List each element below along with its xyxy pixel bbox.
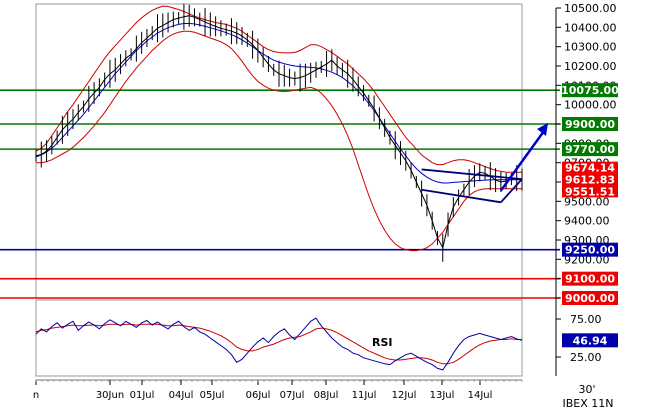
channel-lower-line: [421, 188, 502, 204]
x-tick-label: 07Jul: [280, 390, 305, 401]
rsi-annotation: RSI: [372, 336, 393, 349]
price-label: 9551.51: [565, 185, 615, 198]
x-tick-label: 05Jul: [200, 390, 225, 401]
y-tick-label: 10500.00: [564, 2, 617, 15]
x-tick-label: 08Jul: [314, 390, 339, 401]
level-label-box: [562, 242, 618, 257]
channel-upper-line: [421, 168, 523, 180]
x-tick-label: 06Jul: [246, 390, 271, 401]
x-tick-label: 13Jul: [430, 390, 455, 401]
forecast-arrow-head: [537, 123, 548, 137]
price-label: 9674.14: [565, 162, 615, 175]
level-label: 9100.00: [565, 273, 615, 286]
level-label: 10075.00: [561, 84, 619, 97]
x-tick-label: 04Jul: [169, 390, 194, 401]
rsi-tick-label: 25.00: [570, 351, 602, 364]
x-tick-label: 11Jul: [352, 390, 377, 401]
channel-edge-line: [500, 178, 523, 203]
lower-band-line: [36, 30, 522, 252]
x-tick-label: 01Jul: [130, 390, 155, 401]
level-label-box: [562, 142, 618, 157]
y-tick-label: 10300.00: [564, 41, 617, 54]
moving-average-line: [35, 23, 522, 184]
instrument-caption: IBEX 11N: [563, 397, 614, 410]
x-tick-label: 12Jul: [392, 390, 417, 401]
rsi-current-label: 46.94: [573, 334, 608, 347]
y-tick-label: 10400.00: [564, 21, 617, 34]
rsi-tick-label: 75.00: [570, 313, 602, 326]
level-label: 9000.00: [565, 292, 615, 305]
rsi-line: [35, 317, 523, 371]
rsi-signal-line: [35, 323, 522, 365]
y-tick-label: 9500.00: [564, 195, 610, 208]
y-tick-label: 10000.00: [564, 99, 617, 112]
level-label-box: [562, 117, 618, 131]
level-label: 9250.00: [565, 244, 615, 257]
price-label-box: [562, 185, 618, 198]
level-label: 9900.00: [565, 118, 615, 131]
level-label: 9770.00: [565, 143, 615, 156]
timeframe-caption: 30': [578, 383, 595, 396]
level-label-box: [562, 291, 618, 305]
price-label-box: [562, 173, 618, 186]
y-tick-label: 9400.00: [564, 215, 610, 228]
upper-band-line: [35, 5, 522, 173]
x-tick-label: n: [33, 390, 39, 401]
price-label-box: [562, 161, 618, 174]
y-tick-label: 10200.00: [564, 60, 617, 73]
level-label-box: [562, 83, 618, 98]
price-line: [35, 15, 523, 250]
price-panel-frame: [35, 3, 523, 299]
rsi-current-box: [562, 333, 618, 348]
x-tick-label: 30Jun: [96, 390, 124, 401]
price-label: 9612.83: [565, 174, 615, 187]
x-tick-label: 14Jul: [468, 390, 493, 401]
forecast-arrow-shaft: [499, 130, 546, 192]
level-label-box: [562, 271, 618, 286]
rsi-panel-frame: [35, 299, 523, 377]
